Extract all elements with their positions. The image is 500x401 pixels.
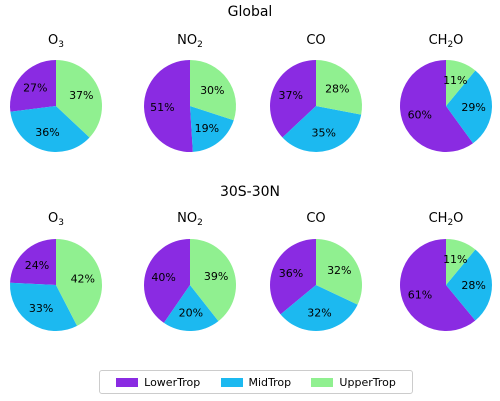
pie-slice-label: 32% (327, 264, 351, 277)
legend-swatch-lowertrop (116, 377, 139, 387)
pie-slice-label: 60% (408, 109, 432, 122)
legend-label-uppertrop: UpperTrop (339, 375, 396, 389)
panel-title-global: Global (227, 4, 273, 20)
pie-slice-label: 33% (29, 302, 53, 315)
pie-slice-label: 42% (71, 273, 95, 286)
pie-slice-midtrop (446, 70, 492, 144)
pie-slice-label: 35% (311, 127, 335, 140)
pie-slice-midtrop (190, 106, 234, 152)
pie-title-co-1: CO (306, 211, 325, 226)
pie-slice-midtrop (446, 249, 492, 321)
pie-slice-lowertrop (270, 239, 316, 315)
pie-slice-label: 40% (151, 271, 175, 284)
pie-slice-uppertrop (316, 60, 363, 115)
pie-slice-uppertrop (190, 60, 236, 121)
pie-slice-label: 30% (200, 84, 224, 97)
pie-title-co-0: CO (306, 33, 325, 48)
pie-slice-label: 19% (195, 122, 219, 135)
pie-slice-label: 36% (279, 267, 303, 280)
pie-slice-label: 36% (35, 126, 59, 139)
pie-slice-uppertrop (316, 239, 362, 305)
pie-slice-midtrop (163, 285, 219, 332)
pie-slice-label: 11% (443, 253, 467, 266)
pie-slice-label: 28% (325, 82, 349, 95)
pie-slice-lowertrop (10, 239, 57, 285)
pie-slice-label: 28% (461, 279, 485, 292)
pie-slice-lowertrop (144, 239, 190, 323)
pie-title-no2-1: NO2 (177, 211, 203, 228)
pie-slice-label: 11% (443, 74, 467, 87)
pie-slice-label: 37% (278, 89, 302, 102)
pie-slice-uppertrop (56, 238, 103, 326)
pie-slice-label: 20% (179, 307, 203, 320)
legend-swatch-midtrop (220, 377, 243, 387)
pie-slice-label: 27% (23, 82, 47, 95)
pie-slice-midtrop (9, 282, 78, 332)
pie-slice-midtrop (280, 285, 358, 331)
pie-slice-midtrop (282, 106, 362, 153)
pie-slice-uppertrop (446, 239, 476, 285)
legend-label-midtrop: MidTrop (248, 375, 292, 389)
pie-slice-label: 24% (25, 259, 49, 272)
pie-slice-uppertrop (446, 60, 476, 106)
pie-slice-uppertrop (56, 60, 102, 138)
pie-title-ch2o-1: CH2O (429, 211, 464, 228)
pie-slice-lowertrop (9, 60, 56, 112)
pie-title-o3-0: O3 (48, 33, 64, 50)
pie-slice-uppertrop (190, 238, 237, 322)
pie-slice-label: 51% (150, 101, 174, 114)
pie-slice-lowertrop (270, 60, 316, 138)
legend-entry-midtrop: MidTrop (220, 375, 292, 389)
pie-title-o3-1: O3 (48, 211, 64, 228)
pie-title-no2-0: NO2 (177, 33, 203, 50)
pie-slice-label: 37% (69, 89, 93, 102)
pie-slice-lowertrop (399, 59, 474, 153)
legend-swatch-uppertrop (311, 377, 334, 387)
pie-slice-label: 29% (461, 101, 485, 114)
pie-slice-label: 39% (204, 270, 228, 283)
pie-slice-label: 61% (408, 288, 432, 301)
panel-title-tropics: 30S-30N (219, 184, 281, 200)
legend-entry-lowertrop: LowerTrop (116, 376, 200, 389)
pie-slice-lowertrop (399, 239, 476, 331)
legend-entry-uppertrop: UpperTrop (311, 375, 396, 389)
pie-title-ch2o-0: CH2O (429, 33, 464, 50)
legend-label-lowertrop: LowerTrop (144, 375, 201, 389)
pie-slice-lowertrop (144, 60, 193, 152)
pie-slice-midtrop (10, 106, 90, 153)
pie-slice-label: 32% (307, 306, 331, 319)
legend: LowerTrop MidTrop UpperTrop (99, 370, 413, 394)
